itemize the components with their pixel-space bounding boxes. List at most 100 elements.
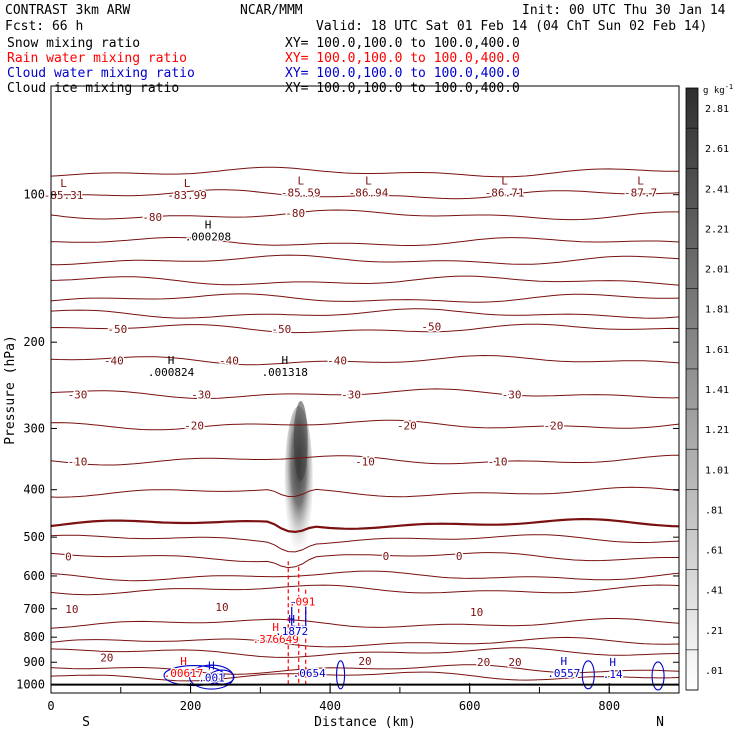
- extremum-value: .000208: [185, 231, 231, 244]
- y-tick-label: 200: [23, 335, 45, 349]
- extremum-value: .091: [289, 596, 316, 609]
- y-tick-label: 800: [23, 630, 45, 644]
- contour-label: -40: [219, 355, 239, 368]
- extrema-markers: L-85.31L-83.99L-85.59L-86.94L-86.71L-87.…: [42, 175, 658, 686]
- contour-label: 20: [100, 651, 113, 664]
- temperature-contour: [50, 323, 680, 334]
- contour-label: -50: [107, 323, 127, 336]
- temperature-contour: [50, 293, 680, 303]
- snow-mixing-ratio-core: [293, 401, 308, 482]
- temperature-contour: [50, 584, 680, 596]
- colorbar-unit-exp: -1: [725, 83, 733, 91]
- contour-label: -30: [341, 389, 361, 402]
- colorbar-tick-label: 2.21: [705, 224, 729, 235]
- contour-label: -80: [285, 207, 305, 220]
- extremum-mark: H: [168, 354, 175, 367]
- contour-label: -40: [327, 355, 347, 368]
- temperature-contour: [50, 636, 680, 648]
- x-start-label: S: [82, 715, 90, 730]
- contour-label: 10: [470, 606, 483, 619]
- temperature-contour: [50, 671, 680, 682]
- contour-label: -10: [488, 455, 508, 468]
- colorbar-unit: g kg-1: [703, 83, 733, 96]
- colorbar-unit-base: g kg: [703, 86, 725, 96]
- extremum-value: -86.71: [485, 187, 525, 200]
- colorbar-tick-label: 2.61: [705, 144, 729, 155]
- temperature-contour: [50, 534, 680, 553]
- x-axis-label: Distance (km): [314, 715, 416, 730]
- extremum-mark: H: [208, 659, 215, 672]
- extremum-value: .376649: [253, 633, 299, 646]
- x-tick-label: 400: [319, 699, 341, 713]
- extremum-value: -87.7: [624, 187, 657, 200]
- temperature-contour: [50, 486, 680, 498]
- x-axis: 0 200 400 600 800: [47, 683, 680, 713]
- extremum-mark: L: [365, 175, 372, 188]
- contour-label: 20: [508, 656, 521, 669]
- extremum-mark: L: [637, 175, 644, 188]
- extremum-mark: L: [297, 175, 304, 188]
- contour-label: -20: [543, 420, 563, 433]
- plot-area: -80 -80 -50 -50 -50 -40 -40 -40 -30 -30 -30 -30 -20 -…: [42, 166, 680, 691]
- contour-label: -20: [184, 420, 204, 433]
- y-tick-label: 400: [23, 483, 45, 497]
- field-xy-cloud-ice: XY= 100.0,100.0 to 100.0,400.0: [285, 81, 520, 96]
- extremum-value: .0654: [293, 667, 326, 680]
- cloud-water-contour: [291, 601, 307, 627]
- temperature-contour: [50, 664, 680, 675]
- x-end-label: N: [656, 715, 664, 730]
- y-tick-label: 300: [23, 421, 45, 435]
- contour-label: 0: [383, 550, 390, 563]
- extremum-value: .001: [198, 671, 225, 684]
- contour-label: -50: [271, 323, 291, 336]
- project-title: CONTRAST 3km ARW: [5, 3, 130, 18]
- contour-label: 10: [215, 601, 228, 614]
- contour-label: 0: [65, 551, 72, 564]
- temperature-contour: [50, 254, 680, 266]
- y-tick-label: 700: [23, 602, 45, 616]
- field-xy-cloud-water: XY= 100.0,100.0 to 100.0,400.0: [285, 66, 520, 81]
- temperature-contours: [50, 166, 680, 682]
- x-tick-label: 800: [598, 699, 620, 713]
- extremum-value: .14: [603, 668, 623, 681]
- temperature-contour: [50, 647, 680, 658]
- y-axis-label: Pressure (hPa): [3, 335, 18, 445]
- colorbar-tick-label: 1.81: [705, 305, 729, 316]
- contour-label: -30: [68, 389, 88, 402]
- field-name-cloud-water: Cloud water mixing ratio: [7, 66, 195, 81]
- contour-label: -30: [502, 389, 522, 402]
- temperature-contour: [50, 518, 680, 534]
- extremum-value: -83.99: [167, 189, 207, 202]
- colorbar-tick-label: 2.41: [705, 184, 729, 195]
- field-name-rain: Rain water mixing ratio: [7, 51, 187, 66]
- x-tick-label: 200: [180, 699, 202, 713]
- extremum-value: .000824: [148, 366, 195, 379]
- field-xy-snow: XY= 100.0,100.0 to 100.0,400.0: [285, 36, 520, 51]
- temperature-contour: [50, 209, 679, 221]
- temperature-contour: [50, 308, 680, 319]
- cloud-water-contour: [581, 660, 595, 690]
- temperature-contour: [50, 388, 680, 399]
- temperature-contour: [50, 618, 680, 629]
- extremum-mark: L: [184, 177, 191, 190]
- extremum-value: .1872: [275, 625, 308, 638]
- y-tick-label: 1000: [16, 678, 45, 692]
- y-tick-label: 100: [23, 188, 45, 202]
- colorbar: g kg-1 .01 .21 .41 .61 .81 1.01 1.21 1.41 1.61 1.…: [685, 83, 733, 691]
- contour-label: -10: [68, 455, 88, 468]
- extremum-value: .0557: [547, 667, 580, 680]
- contour-label: -20: [397, 420, 417, 433]
- extremum-mark: H: [288, 613, 295, 626]
- extremum-mark: H: [180, 655, 187, 668]
- forecast-hour: Fcst: 66 h: [5, 19, 83, 34]
- extremum-mark: H: [561, 655, 568, 668]
- init-time: Init: 00 UTC Thu 30 Jan 14: [522, 3, 726, 18]
- extremum-mark: H: [205, 219, 212, 232]
- colorbar-tick-label: .81: [705, 505, 723, 516]
- temperature-contour: [50, 354, 680, 366]
- extremum-mark: H: [609, 656, 616, 669]
- colorbar-tick-label: .61: [705, 546, 723, 557]
- center-title: NCAR/MMM: [240, 3, 303, 18]
- cloud-water-contour: [336, 660, 346, 690]
